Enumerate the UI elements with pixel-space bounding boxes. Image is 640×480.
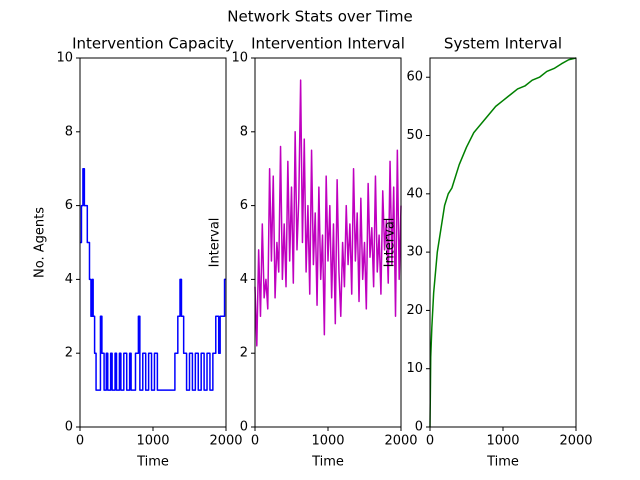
y-tick-label: 0 [240,420,248,435]
axes-title: Intervention Capacity [72,35,234,53]
y-tick-label: 0 [65,420,73,435]
y-tick-label: 10 [231,51,248,66]
plot-area [430,58,576,427]
y-axis-label: Interval [383,218,398,268]
y-tick-label: 60 [406,70,423,85]
y-tick-label: 10 [56,51,73,66]
y-tick-label: 10 [406,361,423,376]
y-tick-label: 4 [240,272,248,287]
x-tick-label: 1000 [311,434,344,449]
x-tick-label: 2000 [384,434,417,449]
x-tick-label: 1000 [486,434,519,449]
y-tick-label: 4 [65,272,73,287]
figure-title: Network Stats over Time [227,8,412,26]
data-line [254,79,402,347]
axes-title: Intervention Interval [251,35,405,53]
x-tick-label: 2000 [559,434,592,449]
x-axis-label: Time [311,455,344,470]
x-tick-label: 0 [426,434,434,449]
y-tick-label: 0 [415,420,423,435]
y-tick-label: 30 [406,245,423,260]
axes-title: System Interval [444,35,562,53]
x-tick-label: 0 [251,434,259,449]
x-tick-label: 2000 [209,434,242,449]
x-axis-label: Time [486,455,519,470]
y-tick-label: 6 [65,198,73,213]
data-line [80,167,226,391]
y-tick-label: 40 [406,186,423,201]
y-tick-label: 8 [65,124,73,139]
y-tick-label: 8 [240,124,248,139]
y-tick-label: 6 [240,198,248,213]
y-tick-label: 2 [240,346,248,361]
x-tick-label: 1000 [136,434,169,449]
y-tick-label: 2 [65,346,73,361]
y-tick-label: 50 [406,128,423,143]
y-axis-label: Interval [208,218,223,268]
data-line [429,57,577,428]
x-axis-label: Time [136,455,169,470]
y-tick-label: 20 [406,303,423,318]
x-tick-label: 0 [76,434,84,449]
y-axis-label: No. Agents [33,207,48,278]
